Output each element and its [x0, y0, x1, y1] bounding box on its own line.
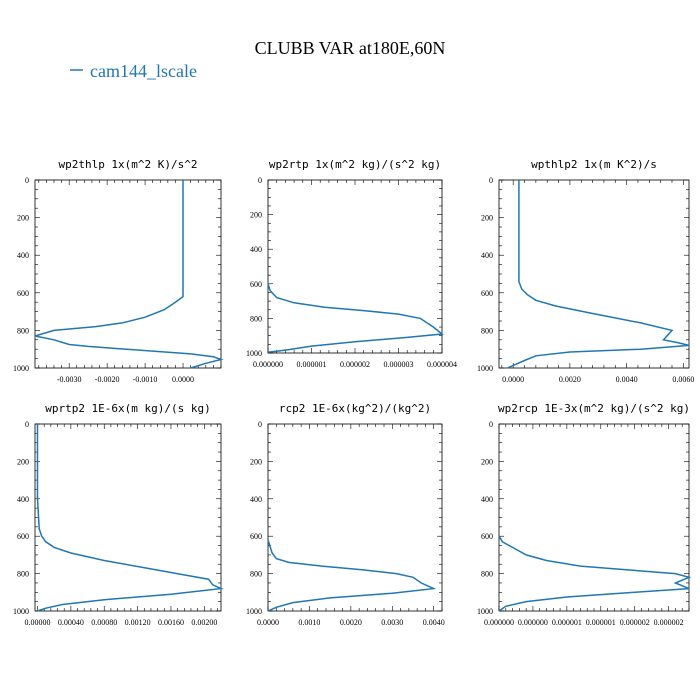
y-tick-label: 600 [481, 289, 493, 298]
x-tick-label: 0.0000 [257, 618, 279, 627]
x-tick-label: 0.0040 [616, 375, 638, 384]
y-tick-label: 400 [481, 251, 493, 260]
legend-label: cam144_lscale [90, 61, 197, 81]
figure-title: CLUBB VAR at180E,60N [255, 38, 446, 58]
y-tick-label: 1000 [477, 607, 493, 616]
y-tick-label: 0 [258, 420, 262, 429]
plot-frame [34, 179, 222, 369]
y-tick-label: 0 [258, 176, 262, 185]
panel-6: wp2rcp 1E-3x(m^2 kg)/(s^2 kg) 0 200 400 600 8… [477, 402, 692, 627]
panel-3: wpthlp2 1x(m K^2)/s 0 200 400 600 800 1000 0.00… [477, 158, 694, 384]
y-tick-label: 400 [250, 245, 262, 254]
x-tick-label: -0.0010 [133, 375, 158, 384]
x-tick-label: 0.00120 [125, 618, 151, 627]
plot-frame [267, 423, 443, 612]
x-tick-label: 0.000000 [518, 618, 548, 627]
plot-frame [34, 423, 222, 612]
y-tick-label: 200 [481, 457, 493, 466]
y-tick-label: 1000 [246, 607, 262, 616]
x-tick-label: 0.000001 [297, 360, 327, 369]
y-tick-label: 1000 [246, 349, 262, 358]
x-tick-label: 0.0030 [381, 618, 403, 627]
panel-4: wprtp2 1E-6x(m kg)/(s kg) 0 200 400 600 800 10… [13, 402, 224, 627]
y-tick-label: 600 [17, 532, 29, 541]
y-tick-label: 800 [250, 570, 262, 579]
series-line-cam144_lscale [267, 539, 437, 612]
y-tick-label: 400 [250, 495, 262, 504]
x-tick-label: 0.000000 [253, 360, 283, 369]
x-tick-label: 0.0000 [502, 375, 524, 384]
y-tick-label: 0 [489, 420, 493, 429]
y-tick-label: 600 [250, 280, 262, 289]
x-tick-label: 0.000000 [484, 618, 514, 627]
x-tick-label: 0.0060 [672, 375, 694, 384]
y-tick-label: 200 [17, 214, 29, 223]
y-tick-label: 600 [481, 532, 493, 541]
legend: cam144_lscale [70, 61, 197, 81]
x-tick-label: 0.0040 [423, 618, 445, 627]
x-tick-label: 0.000003 [384, 360, 414, 369]
x-tick-label: 0.0020 [340, 618, 362, 627]
y-tick-label: 1000 [13, 364, 29, 373]
series-line-cam144_lscale [498, 535, 692, 612]
y-tick-label: 200 [250, 457, 262, 466]
series-line-cam144_lscale [36, 424, 224, 612]
y-tick-label: 400 [17, 251, 29, 260]
y-tick-label: 1000 [13, 607, 29, 616]
x-tick-label: 0.0000 [172, 375, 194, 384]
x-tick-label: 0.000001 [552, 618, 582, 627]
x-tick-label: 0.0010 [298, 618, 320, 627]
plot-frame [498, 179, 690, 369]
y-tick-label: 0 [489, 176, 493, 185]
y-tick-label: 800 [250, 314, 262, 323]
panel-title: wp2rtp 1x(m^2 kg)/(s^2 kg) [269, 158, 441, 171]
panel-title: wp2rcp 1E-3x(m^2 kg)/(s^2 kg) [498, 402, 690, 415]
y-tick-label: 800 [481, 570, 493, 579]
x-tick-label: 0.00000 [25, 618, 51, 627]
y-tick-label: 0 [25, 420, 29, 429]
x-tick-label: 0.000004 [427, 360, 457, 369]
x-tick-label: -0.0020 [95, 375, 120, 384]
y-tick-label: 800 [481, 326, 493, 335]
x-tick-label: 0.000002 [654, 618, 684, 627]
plot-frame [498, 423, 690, 612]
y-tick-label: 0 [25, 176, 29, 185]
plot-frame [267, 179, 443, 354]
series-line-cam144_lscale [267, 283, 444, 353]
panels-grid: wp2thlp 1x(m^2 K)/s^2 0 200 400 600 800 1000 -0… [13, 158, 694, 627]
y-tick-label: 200 [250, 211, 262, 220]
x-tick-label: 0.00080 [91, 618, 117, 627]
x-tick-label: -0.0030 [57, 375, 82, 384]
x-tick-label: 0.0020 [559, 375, 581, 384]
y-tick-label: 1000 [477, 364, 493, 373]
y-tick-label: 200 [481, 214, 493, 223]
y-tick-label: 600 [17, 289, 29, 298]
y-tick-label: 200 [17, 457, 29, 466]
panel-title: wp2thlp 1x(m^2 K)/s^2 [58, 158, 197, 171]
panel-title: wpthlp2 1x(m K^2)/s [531, 158, 657, 171]
x-tick-label: 0.000002 [620, 618, 650, 627]
y-tick-label: 800 [17, 326, 29, 335]
y-tick-label: 400 [17, 495, 29, 504]
x-tick-label: 0.000001 [586, 618, 616, 627]
y-tick-label: 600 [250, 532, 262, 541]
x-tick-label: 0.00040 [58, 618, 84, 627]
series-line-cam144_lscale [34, 180, 224, 369]
panel-title: rcp2 1E-6x(kg^2)/(kg^2) [279, 402, 431, 415]
panel-2: wp2rtp 1x(m^2 kg)/(s^2 kg) 0 200 400 600 800 1… [246, 158, 457, 369]
x-tick-label: 0.000002 [340, 360, 370, 369]
x-tick-label: 0.00200 [191, 618, 217, 627]
panel-1: wp2thlp 1x(m^2 K)/s^2 0 200 400 600 800 1000 -0… [13, 158, 224, 384]
series-line-cam144_lscale [507, 180, 690, 369]
y-tick-label: 800 [17, 570, 29, 579]
y-tick-label: 400 [481, 495, 493, 504]
x-tick-label: 0.00160 [158, 618, 184, 627]
panel-title: wprtp2 1E-6x(m kg)/(s kg) [45, 402, 211, 415]
panel-5: rcp2 1E-6x(kg^2)/(kg^2) 0 200 400 600 800 1000… [246, 402, 445, 627]
